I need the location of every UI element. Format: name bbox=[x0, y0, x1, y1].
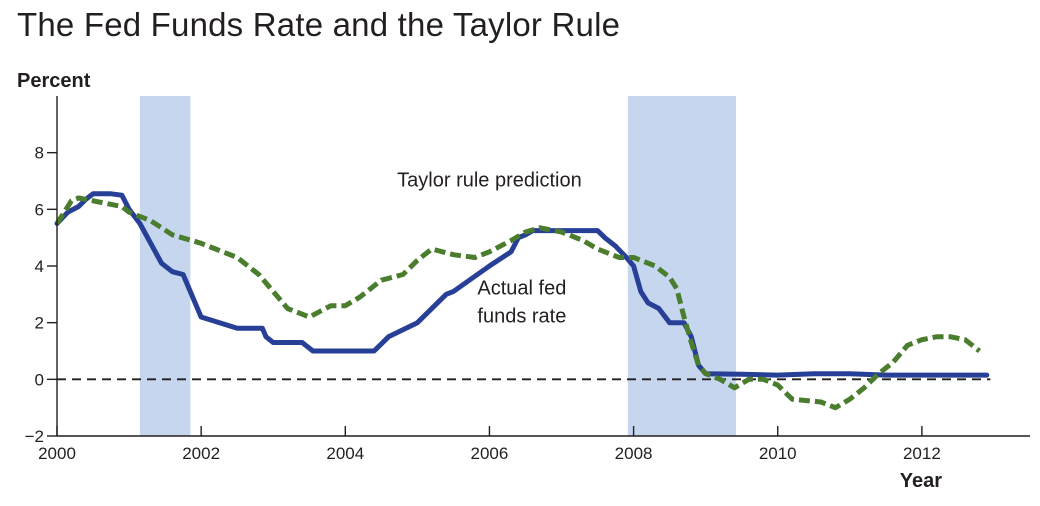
chart-annotations: Taylor rule prediction Actual fed funds ra… bbox=[397, 170, 582, 328]
series-line-taylor-rule bbox=[54, 195, 982, 411]
recession-bands bbox=[139, 96, 736, 436]
y-tick-label: 6 bbox=[35, 200, 44, 219]
x-axis-ticks: 2000 2002 2004 2006 2008 2010 2012 bbox=[38, 426, 941, 463]
y-tick-label: 2 bbox=[35, 314, 44, 333]
x-tick-label: 2012 bbox=[903, 444, 941, 463]
x-tick-label: 2000 bbox=[38, 444, 76, 463]
annotation-2: Actual fed bbox=[477, 277, 566, 299]
x-tick-label: 2006 bbox=[471, 444, 509, 463]
annotation-1: Taylor rule prediction bbox=[397, 170, 582, 192]
recession-band-2 bbox=[627, 96, 736, 436]
y-tick-label: 4 bbox=[35, 257, 44, 276]
x-tick-label: 2008 bbox=[615, 444, 653, 463]
x-tick-label: 2010 bbox=[759, 444, 797, 463]
x-tick-label: 2004 bbox=[326, 444, 364, 463]
y-axis-title: Percent bbox=[17, 70, 91, 92]
annotation-3: funds rate bbox=[477, 306, 566, 328]
x-axis-title: Year bbox=[900, 470, 942, 492]
series-lines bbox=[54, 191, 990, 411]
y-axis-ticks: −2 0 2 4 6 8 bbox=[25, 144, 57, 446]
x-tick-label: 2002 bbox=[182, 444, 220, 463]
chart-title: The Fed Funds Rate and the Taylor Rule bbox=[17, 6, 621, 43]
y-tick-label: 8 bbox=[35, 144, 44, 163]
y-tick-label: 0 bbox=[35, 370, 44, 389]
y-tick-label: −2 bbox=[25, 427, 44, 446]
